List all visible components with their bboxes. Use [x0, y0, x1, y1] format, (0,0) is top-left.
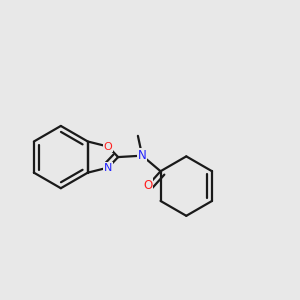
- Text: N: N: [138, 149, 146, 162]
- Text: O: O: [143, 179, 152, 192]
- Text: N: N: [104, 163, 112, 172]
- Text: O: O: [104, 142, 112, 152]
